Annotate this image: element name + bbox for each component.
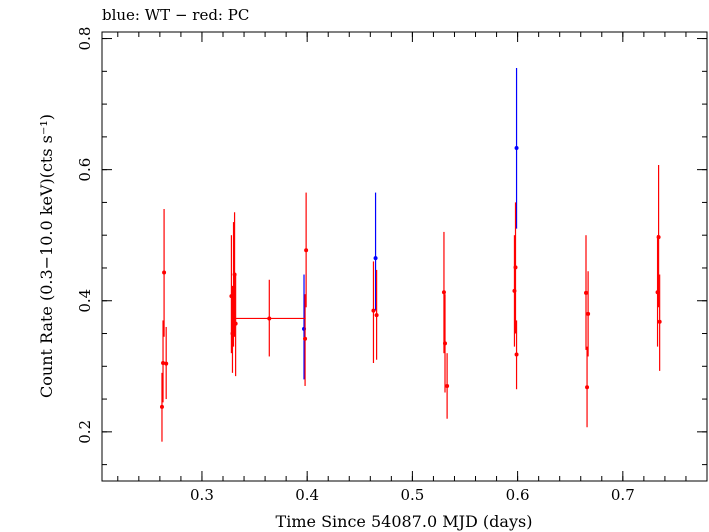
- series-1-point-16: [445, 353, 450, 419]
- data-point-marker: [513, 265, 518, 270]
- data-points: [159, 68, 662, 442]
- series-1-point-9: [232, 279, 306, 357]
- series-1-point-22: [586, 271, 591, 357]
- x-tick-label-3: 0.6: [506, 486, 530, 504]
- axis-ticks: 0.3 0.4 0.5 0.6 0.7 0.2 0.4 0.6 0.8: [76, 27, 708, 504]
- data-point-marker: [514, 352, 519, 357]
- data-point-marker: [371, 308, 376, 313]
- data-point-marker: [585, 385, 590, 390]
- x-axis-label: Time Since 54087.0 MJD (days): [276, 512, 533, 531]
- data-point-marker: [657, 319, 662, 324]
- x-tick-label-1: 0.4: [295, 486, 319, 504]
- series-1-point-19: [514, 320, 519, 390]
- data-point-marker: [443, 341, 448, 346]
- chart-title: blue: WT − red: PC: [102, 6, 249, 24]
- data-point-marker: [373, 256, 378, 261]
- series-0-point-1: [373, 192, 378, 311]
- data-point-marker: [233, 321, 238, 326]
- series-1-point-8: [233, 274, 238, 377]
- series-1-point-2: [162, 208, 167, 337]
- data-point-marker: [162, 270, 167, 275]
- series-1-point-20: [584, 235, 588, 350]
- x-tick-label-0: 0.3: [190, 486, 214, 504]
- y-axis-label: Count Rate (0.3−10.0 keV)(cts s⁻¹): [37, 114, 56, 398]
- series-1-point-11: [304, 192, 309, 308]
- y-tick-label-3: 0.8: [76, 27, 94, 51]
- series-1-point-3: [164, 326, 169, 400]
- data-point-marker: [584, 290, 588, 295]
- series-0-point-2: [514, 68, 519, 229]
- y-tick-label-1: 0.4: [76, 289, 94, 313]
- data-point-marker: [514, 146, 519, 151]
- series-1-point-10: [303, 294, 308, 386]
- series-1-point-18: [513, 202, 518, 334]
- series-1-point-21: [585, 346, 590, 428]
- series-1-point-24: [656, 165, 661, 308]
- series-1-point-12: [371, 261, 376, 364]
- x-tick-label-4: 0.7: [611, 486, 635, 504]
- series-1-point-13: [374, 269, 379, 360]
- data-point-marker: [374, 313, 379, 318]
- data-point-marker: [304, 248, 309, 253]
- data-point-marker: [303, 336, 308, 341]
- series-1-point-25: [657, 274, 662, 371]
- y-tick-label-2: 0.6: [76, 158, 94, 182]
- plot-frame: [101, 31, 708, 482]
- x-tick-label-2: 0.5: [400, 486, 424, 504]
- data-point-marker: [441, 290, 446, 295]
- data-point-marker: [164, 361, 169, 366]
- y-tick-label-0: 0.2: [76, 420, 94, 444]
- data-point-marker: [586, 311, 591, 316]
- series-1-point-0: [159, 372, 164, 442]
- data-point-marker: [445, 383, 450, 388]
- series-1-point-14: [441, 231, 446, 354]
- series-1-point-15: [443, 294, 448, 393]
- data-point-marker: [656, 235, 661, 240]
- series-1-point-1: [161, 320, 166, 403]
- data-point-marker: [161, 361, 166, 366]
- data-point-marker: [267, 316, 272, 321]
- data-point-marker: [159, 404, 164, 409]
